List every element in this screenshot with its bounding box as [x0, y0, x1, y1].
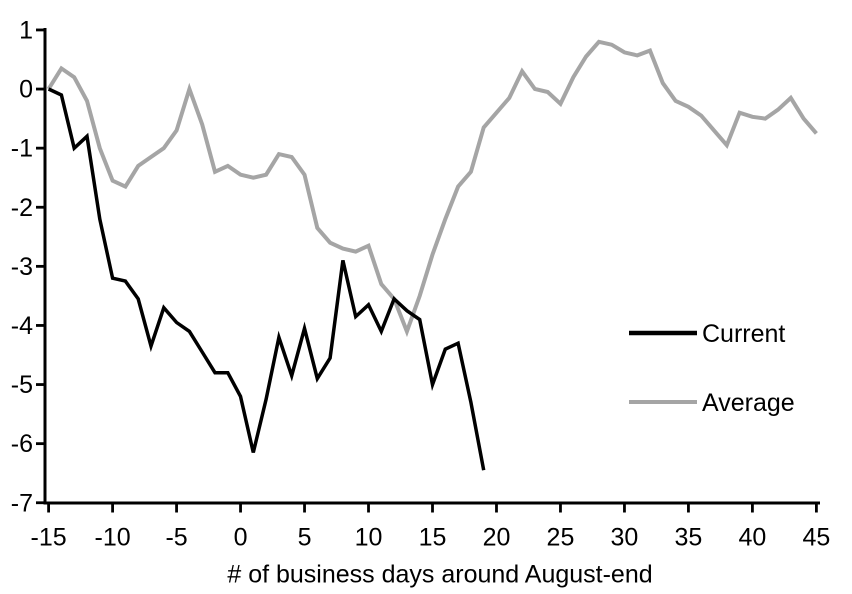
y-tick-label: -4	[11, 312, 33, 340]
x-tick-label: 10	[355, 524, 383, 552]
legend-average-label: Average	[702, 389, 795, 417]
x-tick-label: 35	[675, 524, 703, 552]
x-tick-label: 25	[547, 524, 575, 552]
x-tick-label: 45	[802, 524, 830, 552]
legend: Current Average	[629, 320, 795, 417]
x-tick-label: 20	[483, 524, 511, 552]
x-tick-label: -5	[165, 524, 187, 552]
y-tick-label: -2	[11, 194, 33, 222]
x-tick-label: -10	[95, 524, 131, 552]
y-tick-label: -6	[11, 430, 33, 458]
y-tick-label: 0	[19, 76, 33, 104]
legend-current-label: Current	[702, 320, 785, 348]
y-tick-label: -3	[11, 253, 33, 281]
x-tick-label: 40	[739, 524, 767, 552]
y-tick-label: -7	[11, 489, 33, 517]
x-axis-title: # of business days around August-end	[227, 561, 652, 589]
series-lines	[46, 39, 818, 471]
x-tick-label: 0	[234, 524, 248, 552]
series-average-line	[46, 39, 818, 338]
series-current-line	[47, 87, 486, 471]
x-tick-label: -15	[31, 524, 67, 552]
y-axis-ticks: 1 0 -1 -2 -3 -4 -5 -6 -7	[11, 16, 45, 517]
y-tick-label: 1	[19, 16, 33, 44]
y-tick-label: -5	[11, 371, 33, 399]
y-tick-label: -1	[11, 135, 33, 163]
x-tick-label: 30	[611, 524, 639, 552]
x-tick-label: 5	[298, 524, 312, 552]
x-tick-label: 15	[419, 524, 447, 552]
x-axis-ticks: -15 -10 -5 0 5 10 15 20 25 30 35 40 45	[31, 503, 830, 552]
